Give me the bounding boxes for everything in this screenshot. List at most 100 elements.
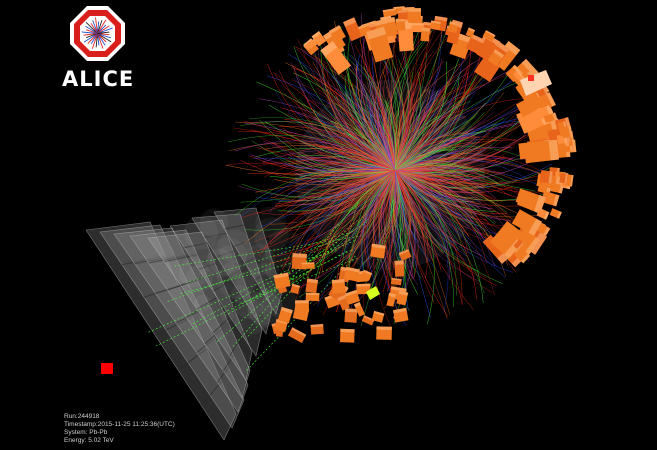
chamber-division (228, 261, 257, 277)
tower (390, 277, 402, 286)
tower (331, 278, 346, 294)
tower (562, 145, 573, 153)
tower-face (515, 188, 546, 211)
tower (535, 92, 556, 112)
tower-highlight (291, 327, 307, 337)
tower (411, 23, 424, 33)
chamber-haze (217, 229, 251, 263)
track (394, 157, 527, 179)
tower-highlight (534, 195, 546, 211)
hit-marker (101, 363, 113, 374)
track (287, 169, 396, 203)
tower (343, 17, 363, 42)
chamber-haze (228, 264, 241, 278)
tower (550, 182, 564, 194)
chamber-haze (207, 237, 248, 277)
tower (543, 191, 560, 207)
tower (310, 323, 324, 335)
tower (487, 49, 505, 67)
track (297, 169, 396, 215)
track (293, 65, 396, 171)
chamber-haze (234, 300, 269, 335)
tower-face (311, 30, 327, 47)
track (363, 169, 396, 237)
tower (320, 41, 352, 75)
tower-face (550, 182, 564, 194)
tower (376, 326, 392, 340)
track (388, 29, 428, 171)
tower-highlight (305, 292, 320, 296)
track (255, 169, 396, 193)
event-info-panel: Run:244918 Timestamp:2015-11-25 11:25:36… (64, 413, 175, 445)
tower (561, 125, 573, 139)
tower-face (301, 262, 315, 270)
chamber-division (216, 358, 236, 383)
logo-ray (83, 33, 98, 36)
track (394, 72, 468, 171)
track (394, 169, 469, 236)
tower-face (508, 58, 539, 89)
tower-highlight (517, 242, 524, 250)
track (394, 89, 431, 171)
tower-highlight (434, 15, 448, 22)
tower-highlight (373, 310, 385, 316)
track (295, 169, 396, 300)
track (291, 169, 396, 239)
track (393, 169, 407, 325)
tower-highlight (524, 236, 540, 256)
tower (396, 290, 409, 306)
tower-face (543, 112, 558, 124)
logo-ray (97, 20, 103, 34)
tower (397, 10, 408, 20)
tower-highlight (570, 174, 574, 187)
chamber-division (226, 292, 250, 314)
tower (420, 27, 431, 42)
logo-ray (97, 33, 112, 43)
tower-face (397, 10, 408, 20)
core-glow (295, 80, 485, 270)
tower-highlight (516, 70, 526, 81)
tower-highlight (280, 306, 293, 314)
track (389, 169, 419, 286)
tower-face (549, 208, 562, 219)
track (317, 169, 396, 200)
logo-ray (85, 22, 98, 34)
tower-highlight (467, 27, 476, 33)
track (240, 121, 396, 171)
track (394, 169, 490, 224)
track (394, 29, 436, 171)
track (352, 169, 396, 253)
tower-highlight (548, 139, 560, 161)
tower-highlight (341, 289, 358, 298)
track (328, 128, 396, 171)
tower-face (305, 292, 320, 302)
chamber-haze (205, 248, 235, 278)
chamber-division (177, 349, 208, 371)
tower-face (337, 295, 350, 311)
logo-ray (95, 33, 98, 48)
track (364, 169, 396, 255)
track (394, 169, 496, 225)
tower-face (489, 226, 523, 259)
track (275, 169, 396, 207)
track (394, 169, 493, 209)
track (348, 169, 396, 234)
tower-face (523, 139, 560, 164)
track (394, 169, 481, 191)
track (394, 169, 485, 294)
chamber-haze (193, 294, 211, 312)
chamber-division (175, 305, 211, 324)
tower-highlight (382, 8, 396, 12)
tower-highlight (388, 292, 396, 298)
tower-highlight (345, 266, 360, 273)
logo-ray (85, 25, 98, 34)
track (320, 51, 396, 171)
tower-face (277, 306, 293, 324)
tower-face (344, 266, 360, 282)
chamber-division (184, 237, 229, 249)
logo-ray (97, 27, 113, 34)
tower-face (465, 27, 476, 38)
track (394, 93, 446, 171)
tower-highlight (546, 92, 556, 107)
logo-ray (97, 33, 106, 46)
